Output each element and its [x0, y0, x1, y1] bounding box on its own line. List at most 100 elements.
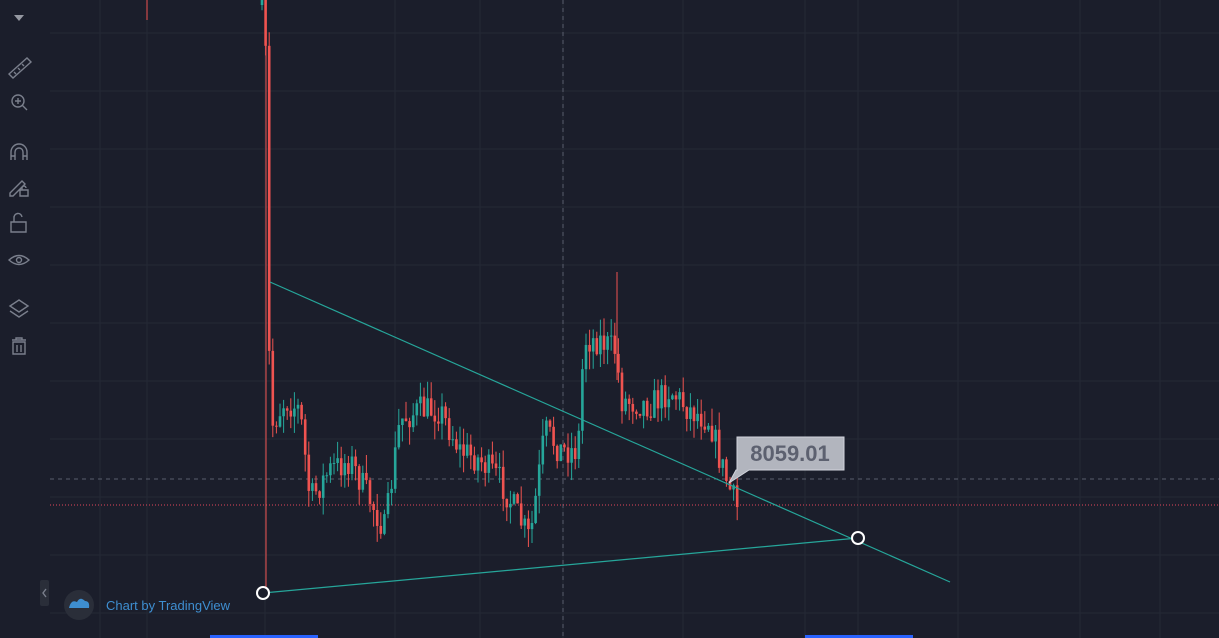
- candle-body: [563, 444, 566, 448]
- candle-body: [624, 398, 627, 412]
- candle-body: [635, 411, 638, 414]
- candle-body: [390, 488, 393, 494]
- candle-body: [433, 415, 437, 422]
- trendline-handle[interactable]: [851, 531, 865, 545]
- candle-body: [566, 447, 570, 463]
- logo-cloud: [69, 598, 90, 608]
- candle-body: [642, 400, 645, 416]
- candle-body: [404, 418, 408, 422]
- candle-body: [476, 457, 480, 471]
- candle-body: [509, 503, 512, 508]
- candle-body: [681, 392, 685, 408]
- candle-body: [660, 385, 663, 409]
- candle-body: [689, 407, 692, 419]
- visibility-icon[interactable]: [7, 254, 31, 266]
- candle-body: [570, 448, 573, 463]
- candle-body: [336, 458, 339, 463]
- candle-body: [735, 485, 739, 508]
- candle-body: [631, 403, 635, 412]
- candle-body: [671, 395, 674, 400]
- candle-body: [375, 509, 379, 526]
- candle-body: [692, 407, 696, 422]
- candle-body: [383, 514, 386, 534]
- candle-body: [487, 454, 491, 473]
- lower-trendline[interactable]: [262, 537, 859, 594]
- collapse-toolbar[interactable]: [40, 580, 49, 606]
- candle-body: [422, 396, 426, 417]
- price-callout[interactable]: 8059.01: [728, 436, 845, 484]
- candle-body: [725, 459, 728, 481]
- candle-body: [584, 344, 588, 370]
- candle-body: [339, 458, 343, 476]
- candle-body: [440, 406, 444, 424]
- candle-body: [627, 398, 631, 404]
- candle-body: [354, 456, 357, 467]
- candle-body: [303, 419, 307, 455]
- candle-body: [473, 455, 476, 471]
- candle-body: [620, 372, 624, 412]
- candle-body: [307, 454, 311, 491]
- upper-trendline[interactable]: [269, 281, 951, 583]
- candle-body: [732, 485, 735, 490]
- candle-body: [365, 472, 368, 481]
- candle-body: [717, 429, 721, 468]
- candle-body: [329, 463, 332, 476]
- candle-body: [516, 494, 519, 504]
- candle-body: [491, 454, 494, 464]
- lock-drawings-icon[interactable]: [9, 180, 29, 197]
- collapse-arrow: [42, 588, 47, 598]
- candle-body: [462, 444, 465, 456]
- candle-body: [393, 447, 397, 489]
- candle-body: [311, 483, 314, 491]
- candle-body: [710, 425, 714, 442]
- time-highlight: [805, 635, 913, 638]
- trendline-handle[interactable]: [256, 586, 270, 600]
- candle-body: [595, 338, 599, 355]
- candles: [146, 0, 739, 595]
- layers-icon[interactable]: [8, 299, 30, 318]
- candle-body: [523, 518, 527, 526]
- candle-body: [552, 426, 555, 446]
- candle-body: [696, 413, 699, 422]
- ruler-icon[interactable]: [7, 57, 33, 79]
- candle-body: [498, 466, 501, 469]
- candle-body: [505, 498, 509, 508]
- candle-body: [314, 483, 318, 492]
- candle-body: [527, 518, 530, 530]
- watermark[interactable]: Chart by TradingView: [106, 598, 231, 613]
- candle-body: [663, 385, 667, 408]
- magnet-icon[interactable]: [10, 143, 28, 160]
- candle-body: [289, 410, 293, 417]
- candle-body: [260, 0, 264, 5]
- candle-body: [519, 503, 523, 526]
- candle-body: [318, 491, 321, 498]
- time-highlight: [210, 635, 318, 638]
- candle-body: [325, 475, 329, 477]
- candle-body: [653, 390, 656, 418]
- candle-body: [494, 463, 498, 469]
- left-toolbar: [0, 0, 50, 638]
- candle-body: [617, 353, 620, 373]
- candle-body: [537, 464, 541, 496]
- zoom-icon[interactable]: [11, 94, 28, 111]
- candle-body: [408, 421, 411, 428]
- toolbar-dropdown[interactable]: [14, 15, 24, 21]
- candle-body: [545, 420, 548, 436]
- candle-body: [426, 398, 429, 417]
- candle-body: [609, 335, 613, 337]
- candle-body: [296, 404, 300, 409]
- unlock-icon[interactable]: [10, 212, 27, 233]
- candle-body: [397, 425, 401, 448]
- candle-body: [437, 421, 440, 424]
- candle-body: [667, 399, 671, 408]
- candle-body: [548, 420, 552, 427]
- trash-icon[interactable]: [12, 337, 26, 355]
- candle-body: [649, 416, 653, 418]
- candle-body: [656, 390, 660, 409]
- candle-body: [591, 338, 595, 352]
- candle-body: [638, 413, 642, 416]
- candle-body: [707, 425, 710, 430]
